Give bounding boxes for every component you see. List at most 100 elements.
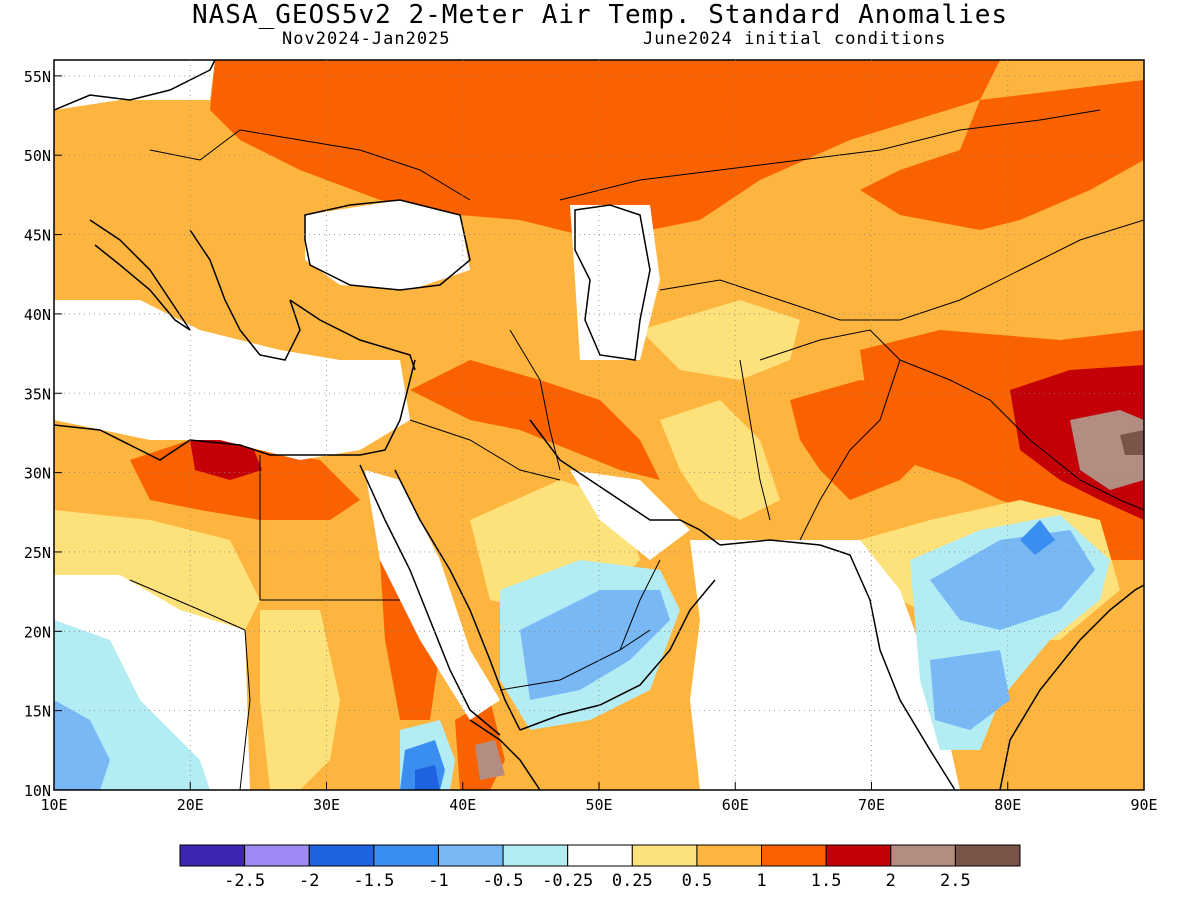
colorbar-label: 1 (756, 871, 766, 891)
border-iraq-iran (509, 329, 561, 471)
anomaly-region-gulf-neutral (570, 470, 690, 560)
colorbar-swatch (244, 844, 310, 867)
coastline-balkans-greece (189, 229, 301, 361)
colorbar-label: 2.5 (940, 871, 971, 891)
colorbar-swatch (437, 844, 504, 867)
colorbar-label: 2 (886, 871, 896, 891)
coastline-redsea-east (394, 469, 521, 731)
x-tick-label: 50E (585, 796, 612, 814)
colorbar-swatch (631, 844, 698, 867)
coastline-blacksea (304, 199, 471, 291)
coastline-gulf (529, 419, 721, 546)
y-tick-label: 50N (24, 147, 51, 165)
border-yemen-saudi (499, 629, 651, 691)
country-borders (129, 109, 1144, 790)
colorbar-label: 1.5 (811, 871, 842, 891)
anomaly-region-iraq-warm (410, 360, 660, 480)
coastline-arabia-south (519, 579, 716, 731)
colorbar-swatch (179, 844, 246, 867)
anomaly-region-northeast-warm (860, 80, 1144, 230)
anomaly-region-caspian-neutral (570, 205, 660, 360)
anomaly-region-india-cool-south (930, 650, 1010, 730)
anomaly-region-sudan-weak (260, 610, 340, 790)
border-sudan-chad (239, 629, 251, 790)
y-tick-label: 25N (24, 544, 51, 562)
anomaly-region-sahel-weak (54, 510, 260, 640)
latitude-axis: 10N 15N 20N 25N 30N 35N 40N 45N 50N 55N (24, 68, 62, 800)
map-title: NASA_GEOS5v2 2-Meter Air Temp. Standard … (191, 0, 1008, 30)
border-china-mongolia (959, 219, 1144, 301)
anomaly-region-tibet-peak (1120, 430, 1144, 455)
border-libya-chad (129, 579, 246, 631)
border-oman-saudi (619, 559, 661, 651)
colorbar-swatch (696, 844, 763, 867)
x-tick-label: 70E (858, 796, 885, 814)
y-tick-label: 40N (24, 306, 51, 324)
border-central-asia (659, 279, 961, 321)
colorbar-label: -1.5 (353, 871, 394, 891)
border-iran-afghanistan (739, 359, 771, 521)
colorbar-label: -0.25 (542, 871, 593, 891)
y-tick-label: 45N (24, 227, 51, 245)
colorbar-swatch (954, 844, 1021, 867)
colorbar-label: -2 (299, 871, 319, 891)
initial-conditions: June2024 initial conditions (643, 29, 947, 49)
border-saudi-iraq (409, 419, 561, 481)
anomaly-region-north-warm (210, 60, 1000, 240)
border-india-china (899, 359, 1144, 511)
colorbar-swatch (825, 844, 892, 867)
anomaly-region-libya-hot (190, 440, 262, 480)
anomaly-region-libya-warm (130, 440, 360, 520)
x-tick-label: 30E (313, 796, 340, 814)
coastline-redsea-west (359, 464, 501, 736)
colorbar-swatch (373, 844, 439, 867)
anomaly-region-blacksea-neutral (305, 200, 470, 290)
colorbar-swatch (890, 844, 956, 867)
longitude-axis: 10E 20E 30E 40E 50E 60E 70E 80E 90E (40, 782, 1158, 814)
colorbar-label: 0.25 (612, 871, 653, 891)
x-tick-label: 10E (40, 796, 67, 814)
coastline-horn-africa (469, 719, 541, 790)
x-tick-label: 80E (994, 796, 1021, 814)
x-tick-label: 20E (177, 796, 204, 814)
coastline-europe (54, 60, 216, 111)
colorbar-swatch (567, 844, 633, 867)
border-afghan-pakistan (759, 329, 901, 541)
y-tick-label: 15N (24, 703, 51, 721)
y-tick-label: 30N (24, 465, 51, 483)
coastline-pakistan-india (719, 539, 956, 790)
border-europe-east (149, 129, 241, 161)
coastlines (54, 60, 1144, 790)
coastline-north-africa (54, 359, 416, 461)
y-tick-label: 20N (24, 623, 51, 641)
anomaly-region-tibet-extreme (1070, 410, 1144, 490)
anomaly-region-sea-neutral (690, 540, 960, 790)
colorbar-swatch (308, 844, 375, 867)
y-tick-label: 35N (24, 385, 51, 403)
anomaly-region-india-cool-core (1020, 520, 1055, 555)
coastline-india-east (999, 584, 1144, 790)
colorbar-label: -1 (428, 871, 448, 891)
border-russia-ukraine (239, 129, 471, 201)
forecast-period: Nov2024-Jan2025 (282, 29, 451, 49)
anomaly-region-redsea-neutral (365, 470, 500, 720)
colorbar-label: -2.5 (224, 871, 265, 891)
x-tick-label: 40E (449, 796, 476, 814)
anomaly-region-afghan-weak (660, 400, 780, 520)
gridlines (54, 60, 1144, 790)
anomaly-region-ethiopia-cool-core (415, 765, 440, 790)
anomaly-region-pakistan-warm (790, 380, 940, 500)
y-tick-label: 55N (24, 68, 51, 86)
colorbar-label: 0.5 (682, 871, 713, 891)
colorbar-swatch (502, 844, 569, 867)
anomaly-region-africa-cool (54, 700, 110, 790)
colorbar-swatch (761, 844, 827, 867)
anomaly-region-mediterranean-neutral (54, 300, 410, 460)
anomaly-region-djibouti-extreme (475, 740, 505, 780)
x-tick-label: 60E (722, 796, 749, 814)
colorbar: -2.5 -2 -1.5 -1 -0.5 -0.25 0.25 0.5 1 1.5 2 2.5 (179, 844, 1021, 891)
anomaly-region-india-cool (930, 530, 1095, 630)
x-tick-label: 90E (1130, 796, 1157, 814)
anomaly-region-baltic-neutral (54, 60, 215, 110)
